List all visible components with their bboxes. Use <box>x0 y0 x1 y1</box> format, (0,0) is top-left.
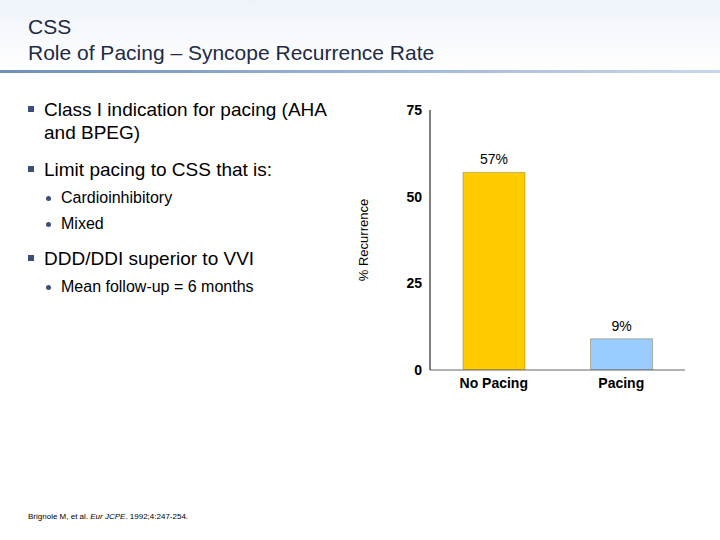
html-text:Cardioinhibitory: Cardioinhibitory <box>61 189 173 206</box>
svg-text:75: 75 <box>406 102 422 118</box>
svg-text:25: 25 <box>406 275 422 291</box>
svg-text:Pacing: Pacing <box>598 375 644 391</box>
svg-text:No Pacing: No Pacing <box>460 375 528 391</box>
svg-text:0: 0 <box>414 362 422 378</box>
html-text:Role of Pacing – Syncope Recur: Role of Pacing – Syncope Recurrence Rate <box>28 41 435 64</box>
html-text:Mixed: Mixed <box>61 215 104 232</box>
html-text:DDD/DDI superior to VVI: DDD/DDI superior to VVI <box>44 248 255 269</box>
html-text:Limit pacing to CSS that is:: Limit pacing to CSS that is: <box>44 159 273 180</box>
svg-text:9%: 9% <box>611 318 631 334</box>
svg-text:57%: 57% <box>480 151 508 167</box>
html-text:Class I indication for pacing: Class I indication for pacing (AHA and B… <box>44 99 326 143</box>
svg-text:50: 50 <box>406 189 422 205</box>
html-text:CSS: CSS <box>28 15 72 38</box>
svg-text:% Recurrence: % Recurrence <box>356 199 371 281</box>
html-text:Brignole M, et al. Eur JCPE. 1: Brignole M, et al. Eur JCPE. 1992;4:247-… <box>28 512 189 521</box>
html-text:Mean follow-up = 6 months: Mean follow-up = 6 months <box>61 278 254 295</box>
